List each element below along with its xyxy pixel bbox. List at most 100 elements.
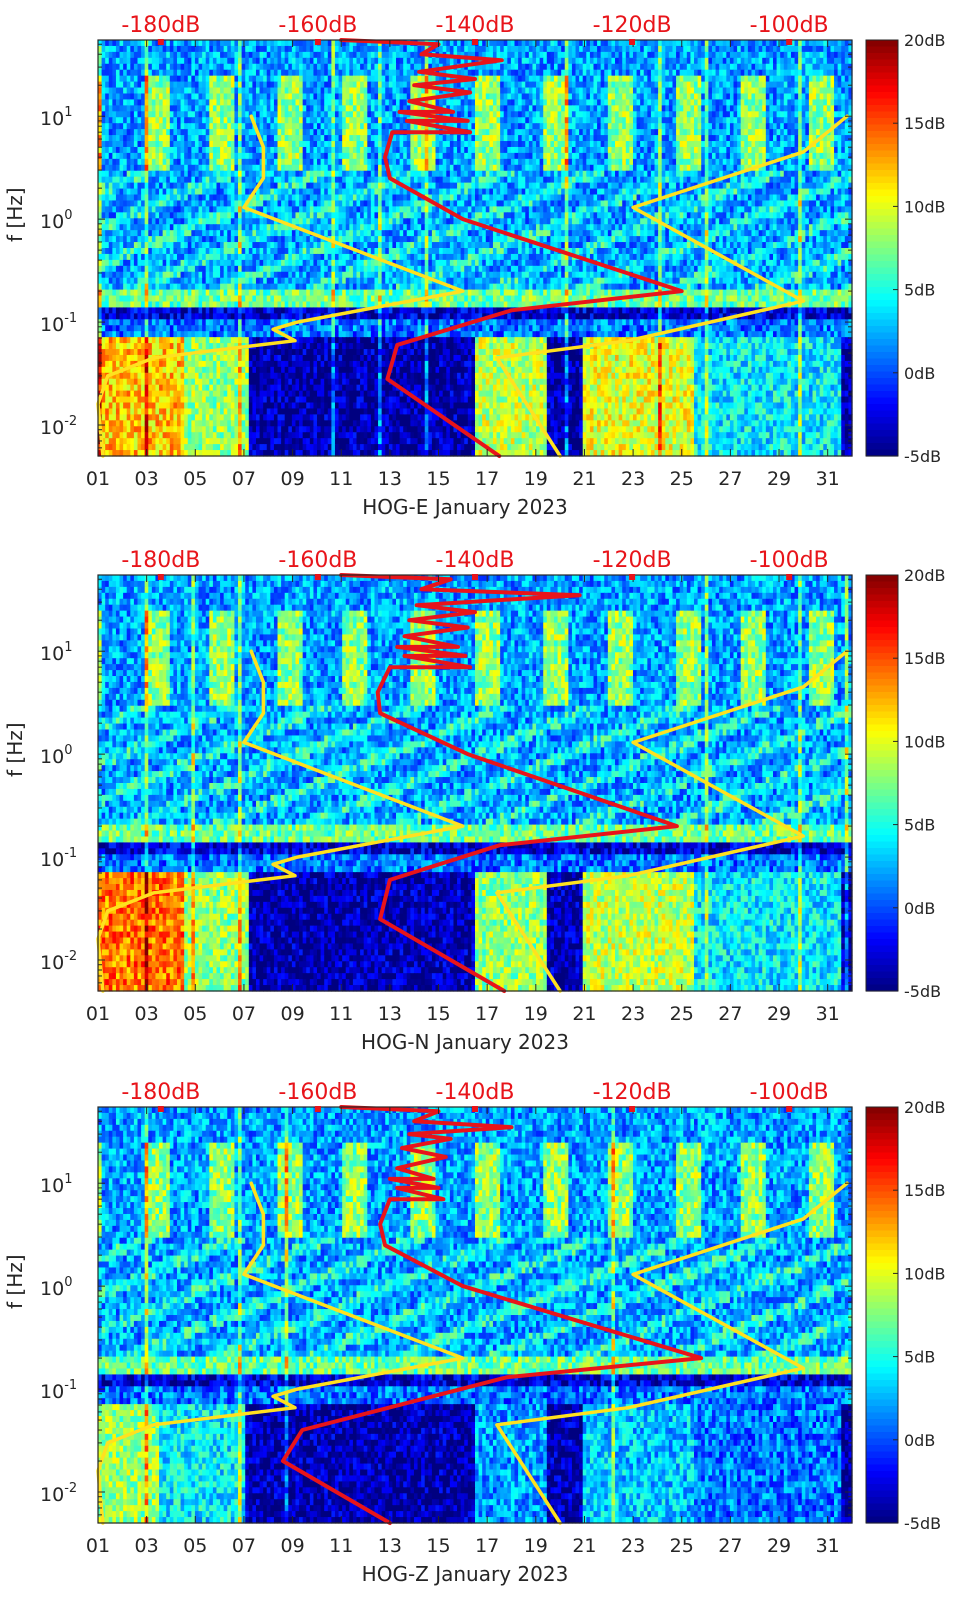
x-tick-label: 07 <box>232 1003 256 1025</box>
y-tick-label: 10-1 <box>40 846 77 871</box>
colorbar-label: -5dB <box>904 447 941 466</box>
x-tick-label: 13 <box>378 1003 402 1025</box>
top-db-label: -120dB <box>593 1080 672 1105</box>
spectrogram-heatmap <box>98 575 853 992</box>
colorbar-label: -5dB <box>904 1514 941 1533</box>
x-axis-label: HOG-E January 2023 <box>362 495 568 519</box>
top-db-label: -160dB <box>278 1080 357 1105</box>
x-tick-label: 23 <box>621 1535 645 1557</box>
top-db-label: -160dB <box>278 548 357 573</box>
x-tick-label: 17 <box>475 468 499 490</box>
x-tick-label: 27 <box>718 1535 742 1557</box>
series-yellow-high-noise-model <box>495 114 849 458</box>
x-tick-label: 25 <box>670 1535 694 1557</box>
y-axis-label: f [Hz] <box>3 1254 27 1309</box>
x-tick-label: 11 <box>329 1535 353 1557</box>
colorbar-label: 0dB <box>904 899 935 918</box>
colorbar-label: 5dB <box>904 816 935 835</box>
top-db-tick-mark <box>629 39 636 45</box>
series-yellow-low-noise-model <box>96 114 465 458</box>
top-db-tick-mark <box>157 574 164 580</box>
top-db-label: -120dB <box>593 548 672 573</box>
x-tick-label: 19 <box>524 1535 548 1557</box>
top-db-tick-mark <box>157 39 164 45</box>
colorbar-label: 15dB <box>904 649 946 668</box>
x-tick-label: 21 <box>572 1535 596 1557</box>
panel-hog-e: 01 03 05 07 09 11 13 15 17 19 21 23 25 27 29 31 10-2 10-1… <box>3 13 946 519</box>
series-red-measured-psd <box>339 38 684 458</box>
colorbar-label: -5dB <box>904 982 941 1001</box>
x-tick-label: 09 <box>280 468 304 490</box>
y-tick-label: 100 <box>40 743 72 768</box>
x-tick-label: 15 <box>426 1003 450 1025</box>
x-tick-label: 13 <box>378 1535 402 1557</box>
series-red-measured-psd <box>339 573 679 993</box>
x-tick-label: 25 <box>670 1003 694 1025</box>
y-tick-label: 100 <box>40 1275 72 1300</box>
colorbar: 20dB 15dB 10dB 5dB 0dB -5dB <box>865 31 946 466</box>
series-yellow-high-noise-model <box>495 649 849 993</box>
x-tick-label: 05 <box>183 468 207 490</box>
x-tick-label: 29 <box>767 468 791 490</box>
top-db-tick-mark <box>157 1106 164 1112</box>
y-tick-label: 101 <box>40 105 72 130</box>
x-tick-label: 23 <box>621 468 645 490</box>
top-db-tick-mark <box>314 39 321 45</box>
y-tick-label: 10-2 <box>40 949 77 974</box>
top-db-label: -180dB <box>121 13 200 38</box>
top-db-label: -180dB <box>121 1080 200 1105</box>
colorbar-label: 0dB <box>904 364 935 383</box>
top-db-tick-mark <box>629 574 636 580</box>
panel-hog-n: 01 03 05 07 09 11 13 15 17 19 21 23 25 27 29 31 10-2 10-1… <box>3 548 946 1054</box>
top-db-tick-mark <box>786 39 793 45</box>
colorbar-label: 0dB <box>904 1431 935 1450</box>
y-tick-label: 100 <box>40 208 72 233</box>
colorbar-label: 5dB <box>904 1348 935 1367</box>
colorbar-label: 20dB <box>904 1098 946 1117</box>
x-tick-label: 11 <box>329 468 353 490</box>
x-tick-label: 07 <box>232 1535 256 1557</box>
x-tick-label: 03 <box>135 1535 159 1557</box>
x-tick-label: 27 <box>718 468 742 490</box>
colorbar: 20dB 15dB 10dB 5dB 0dB -5dB <box>865 566 946 1001</box>
x-axis-label: HOG-Z January 2023 <box>362 1562 569 1586</box>
x-tick-label: 27 <box>718 1003 742 1025</box>
x-tick-label: 05 <box>183 1535 207 1557</box>
top-db-label: -140dB <box>436 1080 515 1105</box>
colorbar-label: 10dB <box>904 197 946 216</box>
y-tick-label: 10-1 <box>40 1378 77 1403</box>
x-tick-label: 29 <box>767 1003 791 1025</box>
colorbar-label: 10dB <box>904 1264 946 1283</box>
top-db-tick-mark <box>786 574 793 580</box>
top-db-label: -140dB <box>436 13 515 38</box>
x-tick-label: 19 <box>524 468 548 490</box>
colorbar-label: 10dB <box>904 732 946 751</box>
x-tick-label: 05 <box>183 1003 207 1025</box>
series-yellow-low-noise-model <box>96 649 465 993</box>
top-db-tick-mark <box>472 1106 478 1112</box>
x-tick-label: 01 <box>86 468 110 490</box>
x-tick-label: 17 <box>475 1535 499 1557</box>
y-axis-label: f [Hz] <box>3 187 27 242</box>
series-red-measured-psd <box>280 1105 704 1525</box>
colorbar: 20dB 15dB 10dB 5dB 0dB -5dB <box>865 1098 946 1533</box>
colorbar-label: 5dB <box>904 281 935 300</box>
x-tick-label: 17 <box>475 1003 499 1025</box>
y-tick-label: 10-1 <box>40 311 77 336</box>
x-tick-label: 09 <box>280 1535 304 1557</box>
top-db-label: -100dB <box>750 13 829 38</box>
x-tick-label: 29 <box>767 1535 791 1557</box>
x-tick-label: 03 <box>135 1003 159 1025</box>
x-tick-label: 23 <box>621 1003 645 1025</box>
colorbar-label: 15dB <box>904 1181 946 1200</box>
top-db-tick-mark <box>629 1106 636 1112</box>
x-tick-label: 31 <box>816 468 840 490</box>
top-db-tick-mark <box>472 574 478 580</box>
x-tick-label: 01 <box>86 1535 110 1557</box>
y-tick-label: 101 <box>40 1172 72 1197</box>
x-tick-label: 03 <box>135 468 159 490</box>
panel-hog-z: 01 03 05 07 09 11 13 15 17 19 21 23 25 27 29 31 10-2 10-1… <box>3 1080 946 1586</box>
x-tick-label: 13 <box>378 468 402 490</box>
x-tick-label: 31 <box>816 1003 840 1025</box>
